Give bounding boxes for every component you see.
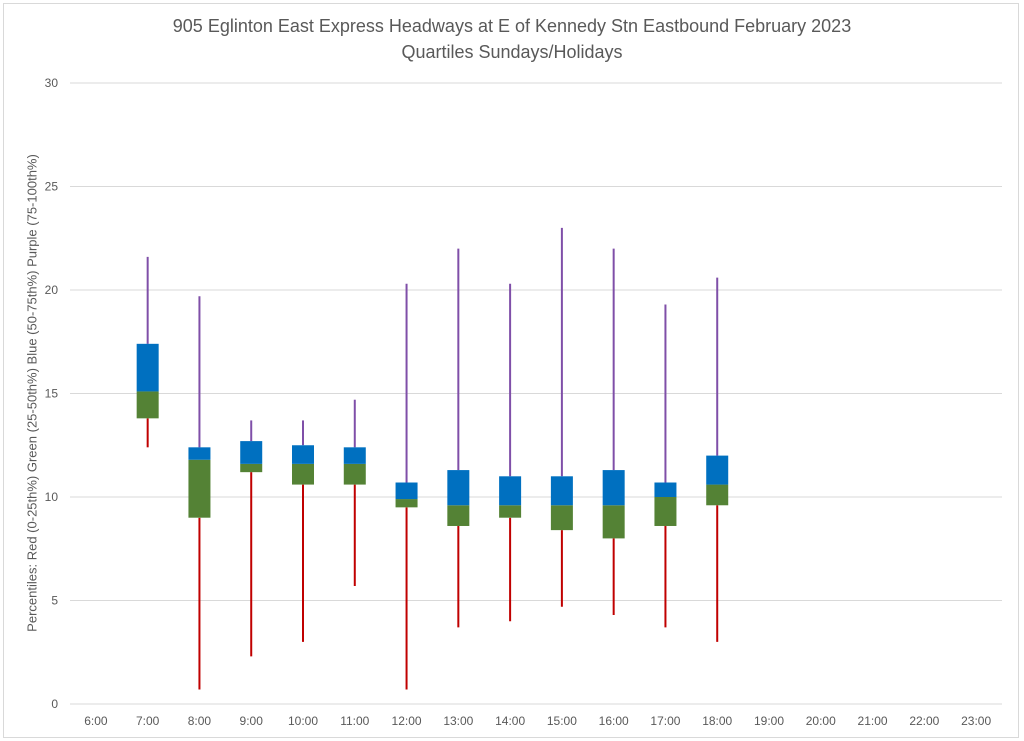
box-upper-median-q3 <box>706 455 729 485</box>
box-upper-median-q3 <box>447 470 470 506</box>
box-1700 <box>654 304 677 628</box>
x-axis-ticks: 6:00 7:00 8:00 9:00 10:00 11:00 12:00 13:00 14:0… <box>84 714 991 728</box>
box-lower-q1-median <box>292 463 314 485</box>
y-axis-ticks: 0 5 10 15 20 25 30 <box>45 76 59 711</box>
box-upper-median-q3 <box>654 482 677 497</box>
box-1200 <box>395 283 418 690</box>
x-tick-label: 22:00 <box>909 714 939 728</box>
x-tick-label: 15:00 <box>547 714 577 728</box>
box-1500 <box>550 227 573 607</box>
box-lower-q1-median <box>240 463 263 473</box>
box-lower-q1-median <box>654 497 677 526</box>
box-upper-median-q3 <box>292 445 314 464</box>
box-1800 <box>706 277 729 642</box>
x-tick-label: 14:00 <box>495 714 525 728</box>
y-tick-label: 5 <box>51 594 58 608</box>
chart-frame <box>3 3 1019 738</box>
box-1300 <box>447 248 470 628</box>
box-1100 <box>343 399 366 587</box>
box-upper-median-q3 <box>188 447 211 460</box>
box-800 <box>188 296 211 690</box>
x-tick-label: 6:00 <box>84 714 108 728</box>
chart-title: 905 Eglinton East Express Headways at E … <box>172 16 852 36</box>
box-upper-median-q3 <box>550 476 573 506</box>
y-tick-label: 10 <box>45 490 59 504</box>
x-tick-label: 7:00 <box>136 714 160 728</box>
x-tick-label: 10:00 <box>288 714 318 728</box>
box-lower-q1-median <box>602 505 625 539</box>
box-1000 <box>292 420 314 642</box>
box-lower-q1-median <box>136 391 159 419</box>
y-tick-label: 20 <box>45 283 59 297</box>
x-tick-label: 11:00 <box>340 714 369 728</box>
box-lower-q1-median <box>499 505 522 518</box>
box-1400 <box>499 283 522 622</box>
box-lower-q1-median <box>706 484 729 506</box>
x-tick-label: 19:00 <box>754 714 784 728</box>
box-lower-q1-median <box>395 499 418 508</box>
box-upper-median-q3 <box>136 343 159 392</box>
box-upper-median-q3 <box>343 447 366 464</box>
x-tick-label: 13:00 <box>443 714 473 728</box>
box-900 <box>240 420 263 657</box>
box-upper-median-q3 <box>395 482 418 500</box>
x-tick-label: 23:00 <box>961 714 991 728</box>
y-tick-label: 30 <box>45 76 59 90</box>
x-tick-label: 16:00 <box>599 714 629 728</box>
box-lower-q1-median <box>550 505 573 531</box>
box-lower-q1-median <box>188 459 211 518</box>
x-tick-label: 12:00 <box>392 714 422 728</box>
box-1600 <box>602 248 625 615</box>
x-tick-label: 20:00 <box>806 714 836 728</box>
x-tick-label: 17:00 <box>650 714 680 728</box>
y-tick-label: 0 <box>51 697 58 711</box>
x-tick-label: 9:00 <box>240 714 264 728</box>
x-tick-label: 21:00 <box>858 714 888 728</box>
gridlines <box>70 82 1002 705</box>
box-upper-median-q3 <box>499 476 522 506</box>
box-lower-q1-median <box>343 463 366 485</box>
chart-subtitle: Quartiles Sundays/Holidays <box>401 42 623 62</box>
box-700 <box>136 256 159 448</box>
x-tick-label: 18:00 <box>702 714 732 728</box>
box-upper-median-q3 <box>240 441 263 464</box>
x-tick-label: 8:00 <box>188 714 212 728</box>
boxes <box>136 227 729 690</box>
box-lower-q1-median <box>447 505 470 526</box>
box-upper-median-q3 <box>602 470 625 506</box>
y-tick-label: 25 <box>45 180 59 194</box>
y-tick-label: 15 <box>45 387 59 401</box>
